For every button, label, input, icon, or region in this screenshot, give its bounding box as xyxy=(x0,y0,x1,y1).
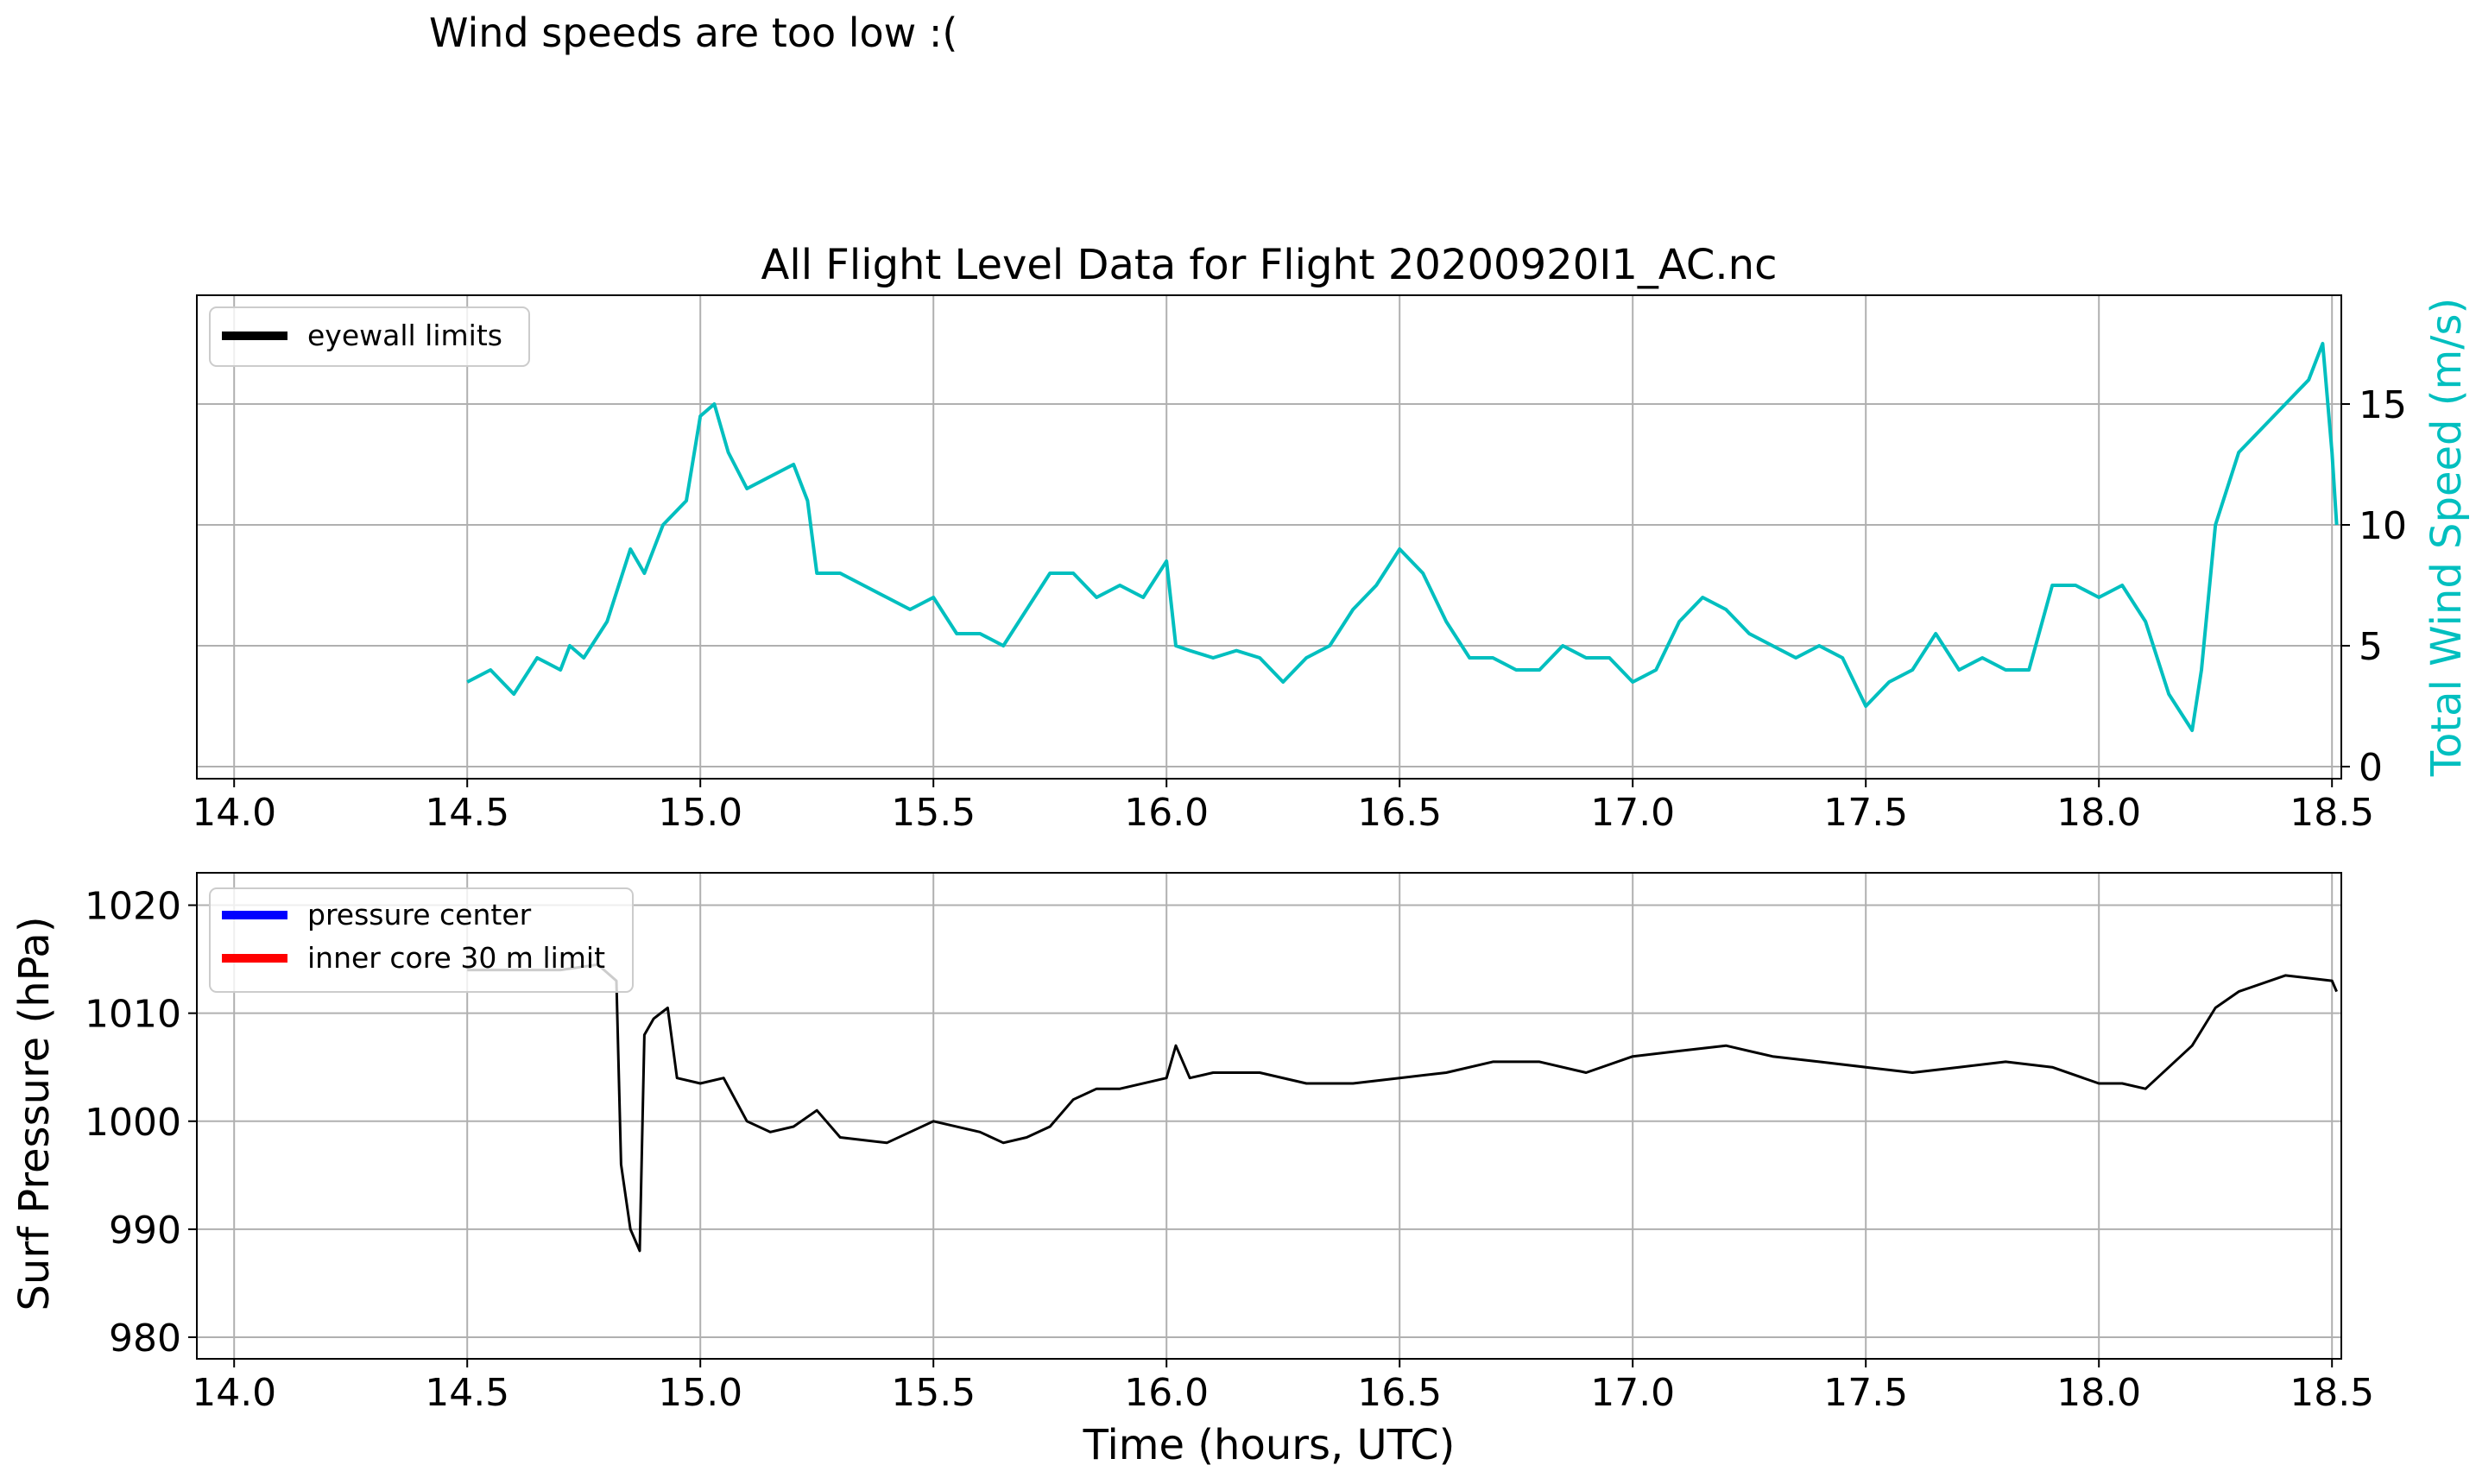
wind-panel-series xyxy=(466,342,2339,732)
y-tick-label: 5 xyxy=(2359,625,2383,669)
wind-panel-frame xyxy=(196,294,2342,780)
x-tick-label: 15.0 xyxy=(658,791,742,835)
x-tick-label: 16.0 xyxy=(1124,791,1209,835)
legend-label-inner-core-limit: inner core 30 m limit xyxy=(307,941,605,975)
pressure-legend-box xyxy=(209,887,634,993)
y-tick-label: 980 xyxy=(109,1317,181,1361)
pressure-panel-y-ticks: 980 990 1000 1010 1020 xyxy=(85,885,197,1361)
x-tick-label: 14.5 xyxy=(425,791,509,835)
y-tick-label: 0 xyxy=(2359,746,2383,790)
x-tick-label: 16.5 xyxy=(1357,791,1442,835)
x-tick-label: 18.5 xyxy=(2290,791,2374,835)
pressure-panel-frame xyxy=(196,872,2342,1360)
x-tick-label: 15.5 xyxy=(891,791,976,835)
x-tick-label: 18.5 xyxy=(2290,1371,2374,1415)
wind-panel-legend: eyewall limits xyxy=(209,306,530,367)
wind-panel-y-ticks: 0 5 10 15 xyxy=(2341,383,2407,790)
wind-panel-x-ticks: 14.0 14.5 15.0 15.5 16.0 16.5 17.0 17.5 18.0 18.5 xyxy=(192,779,2374,835)
x-tick-label: 18.0 xyxy=(2056,1371,2141,1415)
x-tick-label: 17.5 xyxy=(1823,791,1908,835)
x-tick-label: 14.0 xyxy=(192,1371,276,1415)
x-tick-label: 16.0 xyxy=(1124,1371,1209,1415)
x-tick-label: 18.0 xyxy=(2056,791,2141,835)
header-note: Wind speeds are too low :( xyxy=(429,9,957,56)
x-tick-label: 17.0 xyxy=(1590,1371,1675,1415)
wind-speed-panel: All Flight Level Data for Flight 2020092… xyxy=(192,241,2471,835)
x-tick-label: 17.0 xyxy=(1590,791,1675,835)
pressure-panel-y-axis-label: Surf Pressure (hPa) xyxy=(10,916,59,1310)
y-tick-label: 1000 xyxy=(85,1101,181,1145)
legend-label-pressure-center: pressure center xyxy=(307,898,532,931)
y-tick-label: 15 xyxy=(2359,383,2407,427)
x-tick-label: 17.5 xyxy=(1823,1371,1908,1415)
y-tick-label: 1010 xyxy=(85,993,181,1037)
wind-panel-title: All Flight Level Data for Flight 2020092… xyxy=(761,241,1778,289)
y-tick-label: 990 xyxy=(109,1209,181,1253)
x-tick-label: 14.5 xyxy=(425,1371,509,1415)
x-tick-label: 14.0 xyxy=(192,791,276,835)
pressure-panel-x-axis-label: Time (hours, UTC) xyxy=(1083,1421,1456,1469)
pressure-panel-legend: pressure center inner core 30 m limit xyxy=(209,887,634,993)
pressure-panel: 14.0 14.5 15.0 15.5 16.0 16.5 17.0 17.5 18.0 18.5… xyxy=(10,872,2374,1469)
legend-label-eyewall-limits: eyewall limits xyxy=(307,319,502,352)
series-line xyxy=(467,963,2338,1253)
y-tick-label: 1020 xyxy=(85,885,181,929)
wind-legend-box xyxy=(209,306,530,367)
x-tick-label: 16.5 xyxy=(1357,1371,1442,1415)
wind-panel-y-axis-label: Total Wind Speed (m/s) xyxy=(2422,298,2471,777)
x-tick-label: 15.5 xyxy=(891,1371,976,1415)
y-tick-label: 10 xyxy=(2359,504,2407,548)
pressure-panel-x-ticks: 14.0 14.5 15.0 15.5 16.0 16.5 17.0 17.5 18.0 18.5 xyxy=(192,1359,2374,1415)
wind-panel-grid xyxy=(197,295,2341,779)
x-tick-label: 15.0 xyxy=(658,1371,742,1415)
